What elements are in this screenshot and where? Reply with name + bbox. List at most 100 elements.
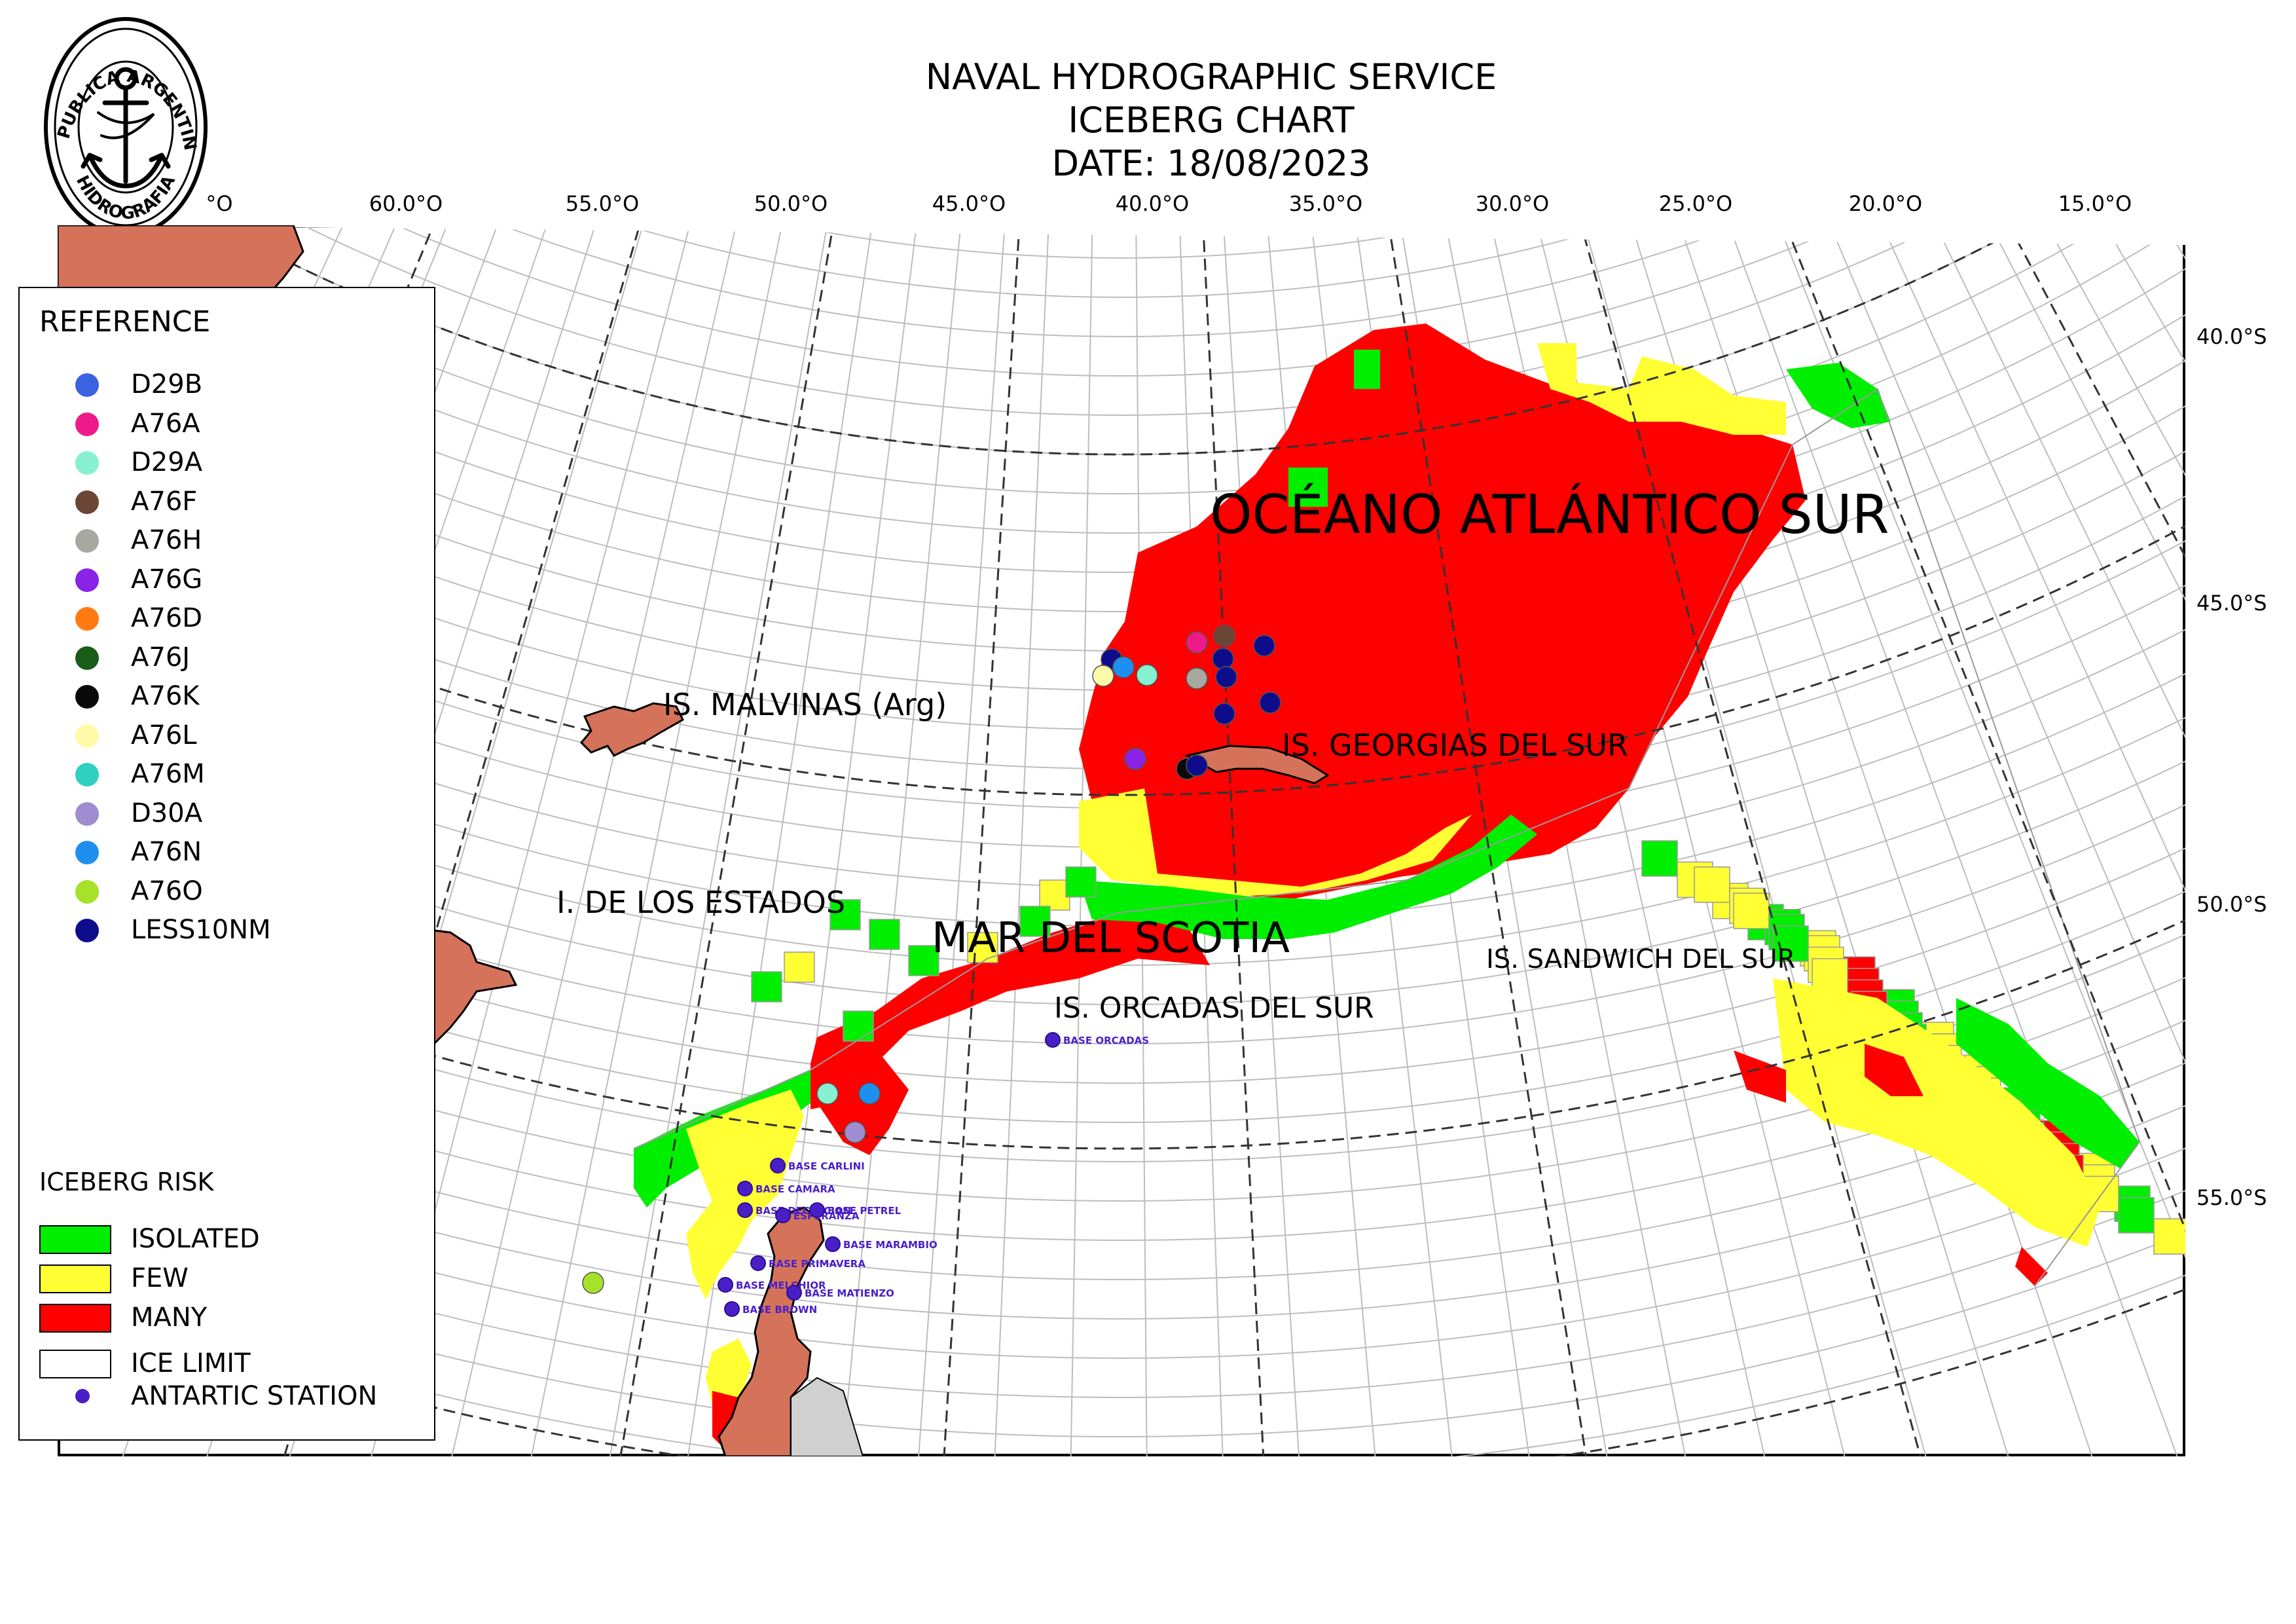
title-line-2: ICEBERG CHART (1068, 100, 1355, 141)
risk-swatch (39, 1304, 111, 1333)
legend-iceberg-label: A76G (131, 564, 203, 595)
legend-iceberg-label: A76J (131, 642, 191, 673)
legend-risk-label: ISOLATED (131, 1224, 260, 1254)
iceberg-marker-icon (816, 1082, 839, 1105)
label-orcadas: IS. ORCADAS DEL SUR (1054, 991, 1374, 1025)
station-marker: BASE MATIENZO (786, 1285, 894, 1301)
station-label: BASE MARAMBIO (843, 1239, 938, 1251)
station-marker: BASE PETREL (809, 1202, 902, 1218)
station-label: BASE PRIMAVERA (769, 1258, 866, 1270)
legend-item-iceberg: A76H (39, 523, 426, 558)
longitude-label: 25.0°O (1658, 191, 1733, 216)
station-label: BASE MATIENZO (805, 1287, 894, 1299)
legend-iceberg-label: A76N (131, 837, 202, 867)
legend-item-iceberg: A76O (39, 874, 426, 909)
latitude-label: 45.0°S (2196, 591, 2267, 616)
station-label: BASE PETREL (828, 1205, 902, 1217)
legend-iceberg-label: A76M (131, 759, 205, 789)
station-dot-icon (718, 1277, 733, 1293)
station-marker: BASE CARLINI (770, 1158, 865, 1173)
iceberg-dot-icon (75, 919, 99, 942)
iceberg-marker-icon (1253, 635, 1275, 657)
legend-risk-title: ICEBERG RISK (39, 1168, 214, 1196)
legend-item-iceberg: LESS10NM (39, 912, 426, 948)
longitude-label: 60.0°O (369, 191, 443, 216)
legend-risk-label: MANY (131, 1302, 208, 1333)
iceberg-marker-icon (1124, 748, 1146, 770)
legend-item-risk: MANY (39, 1300, 426, 1335)
anchor-icon (81, 67, 171, 189)
antarctic-stations: BASE ORCADAS BASE CARLINI BASE CAMARA BASE … (718, 1032, 1149, 1317)
station-label: BASE MELCHIOR (736, 1280, 826, 1291)
legend-item-iceberg: A76K (39, 678, 426, 714)
title-line-3: DATE: 18/08/2023 (1051, 143, 1371, 184)
latitude-label: 40.0°S (2196, 324, 2267, 349)
iceberg-marker-icon (1186, 667, 1208, 690)
iceberg-dot-icon (75, 607, 99, 631)
station-dot-icon (770, 1158, 786, 1173)
station-marker: BASE MARAMBIO (825, 1236, 938, 1252)
ice-shelf (790, 1376, 864, 1456)
iceberg-dot-icon (75, 646, 99, 670)
station-dot-icon (1045, 1032, 1061, 1048)
iceberg-dot-icon (75, 841, 99, 864)
station-label: BASE ORCADAS (1063, 1035, 1149, 1046)
station-dot-icon (737, 1202, 753, 1218)
station-marker: BASE MELCHIOR (718, 1277, 826, 1293)
station-marker: BASE CAMARA (737, 1181, 835, 1196)
longitude-label: 20.0°O (1848, 191, 1923, 216)
iceberg-marker-icon (582, 1272, 604, 1294)
legend-iceberg-label: D30A (131, 798, 203, 828)
iceberg-marker-icon (1215, 666, 1237, 688)
latitude-label: 55.0°S (2196, 1185, 2267, 1210)
iceberg-marker-icon (1186, 754, 1208, 777)
iceberg-marker-icon (1112, 656, 1135, 678)
hydrography-seal-logo: REPUBLICA ARGENTINA HIDROGRAFIA (43, 14, 208, 237)
legend-risk-label: FEW (131, 1263, 189, 1293)
label-scotia: MAR DEL SCOTIA (932, 914, 1290, 963)
legend-item-risk: FEW (39, 1261, 426, 1296)
risk-swatch (39, 1225, 111, 1254)
longitude-label: °O (206, 191, 233, 216)
longitude-label: 30.0°O (1475, 191, 1550, 216)
title-line-1: NAVAL HYDROGRAPHIC SERVICE (925, 56, 1497, 98)
legend-item-iceberg: A76F (39, 484, 426, 519)
iceberg-dot-icon (75, 412, 99, 436)
iceberg-dot-icon (75, 373, 99, 397)
label-estados: I. DE LOS ESTADOS (556, 885, 845, 920)
legend-item-iceberg: D29A (39, 445, 426, 480)
station-dot-icon (737, 1181, 753, 1196)
longitude-label: 55.0°O (565, 191, 640, 216)
station-dot-icon (786, 1285, 802, 1301)
iceberg-dot-icon (75, 802, 99, 826)
iceberg-dot-icon (75, 724, 99, 748)
legend-item-iceberg: A76G (39, 562, 426, 597)
legend-title: REFERENCE (39, 305, 211, 339)
legend-item-risk: ISOLATED (39, 1221, 426, 1257)
risk-swatch (39, 1264, 111, 1293)
legend-iceberg-label: LESS10NM (131, 915, 271, 945)
legend-iceberg-label: D29B (131, 369, 203, 399)
station-marker: BASE ORCADAS (1045, 1032, 1149, 1048)
chart-title: NAVAL HYDROGRAPHIC SERVICE ICEBERG CHART… (720, 56, 1702, 185)
iceberg-marker-icon (1213, 625, 1235, 647)
legend-iceberg-label: A76L (131, 720, 197, 750)
legend-iceberg-label: A76D (131, 603, 203, 633)
legend-iceberg-label: A76K (131, 681, 200, 711)
malvinas-islands-land (579, 702, 684, 757)
legend-iceberg-label: A76A (131, 408, 200, 439)
latitude-label: 50.0°S (2196, 892, 2267, 917)
legend-item-iceberg: A76J (39, 640, 426, 675)
iceberg-marker-icon (1136, 664, 1158, 686)
legend-item-iceberg: D29B (39, 367, 426, 402)
iceberg-markers (582, 625, 1281, 1294)
station-dot-icon (750, 1255, 766, 1271)
iceberg-map: OCÉANO ATLÁNTICO SUR IS. MALVINAS (Arg) … (58, 225, 2185, 1456)
longitude-label: 15.0°O (2058, 191, 2132, 216)
legend-station-label: ANTARTIC STATION (131, 1381, 378, 1411)
legend-iceberg-label: A76O (131, 876, 203, 906)
label-ocean: OCÉANO ATLÁNTICO SUR (1210, 483, 1889, 546)
label-sandwich: IS. SANDWICH DEL SUR (1486, 944, 1795, 974)
label-georgias: IS. GEORGIAS DEL SUR (1282, 728, 1628, 763)
south-georgia-land (1184, 745, 1330, 784)
